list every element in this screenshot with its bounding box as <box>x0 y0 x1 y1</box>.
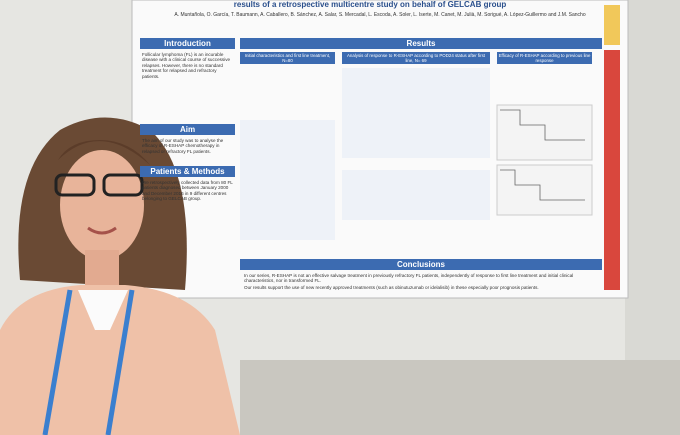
section-text: Follicular lymphoma (FL) is an incurable… <box>142 52 231 79</box>
conclusion-point: Our results support the use of new recen… <box>244 285 539 290</box>
fringe <box>58 140 150 165</box>
section-text: The aim of our study was to analyse the … <box>142 138 224 154</box>
glasses <box>102 173 144 197</box>
face <box>60 150 144 260</box>
section-heading: Aim <box>140 124 235 135</box>
survival-plot <box>496 164 593 216</box>
mouth <box>87 226 117 235</box>
section-heading: Introduction <box>140 38 235 49</box>
glasses <box>54 173 96 197</box>
sub-heading: Initial characteristics and first line t… <box>240 52 335 64</box>
sub-heading: Efficacy of R-ESHAP according to previou… <box>497 52 592 64</box>
survival-plot <box>496 104 593 161</box>
sub-heading: Analysis of response to R-ESHAP accordin… <box>342 52 490 64</box>
poster-authors: A. Muntañola, O. García, T. Baumann, A. … <box>174 12 586 18</box>
section-text: We retrospectively collected data from 8… <box>142 180 233 202</box>
conclusion-point: In our series, R-ESHAP is not an effecti… <box>244 273 574 284</box>
neck <box>85 250 119 290</box>
lanyard <box>105 289 135 435</box>
table <box>342 68 490 158</box>
section-heading: Results <box>240 38 602 49</box>
floor <box>240 360 680 435</box>
poster-title: results of a retrospective multicentre s… <box>233 0 507 9</box>
poster-side-bar <box>604 50 620 290</box>
section-heading: Patients & Methods <box>140 166 235 177</box>
lanyard <box>42 289 73 435</box>
table <box>342 170 490 220</box>
curve <box>500 109 585 141</box>
logo <box>604 5 620 45</box>
section-heading: Conclusions <box>240 259 602 270</box>
curve <box>500 169 585 201</box>
table <box>240 120 335 240</box>
undershirt <box>78 290 128 330</box>
